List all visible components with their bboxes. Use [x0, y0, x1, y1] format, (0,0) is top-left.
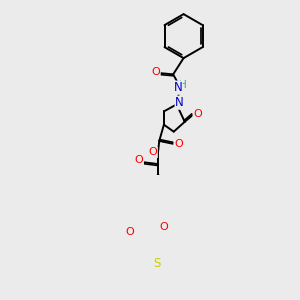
Text: O: O	[125, 227, 134, 237]
Text: H: H	[178, 80, 186, 90]
Text: N: N	[173, 81, 182, 94]
Text: S: S	[153, 256, 161, 270]
Text: O: O	[135, 155, 143, 165]
Text: O: O	[148, 148, 157, 158]
Text: O: O	[174, 139, 183, 149]
Text: N: N	[175, 96, 184, 109]
Text: O: O	[193, 109, 202, 119]
Text: O: O	[152, 67, 160, 77]
Text: O: O	[160, 222, 168, 232]
